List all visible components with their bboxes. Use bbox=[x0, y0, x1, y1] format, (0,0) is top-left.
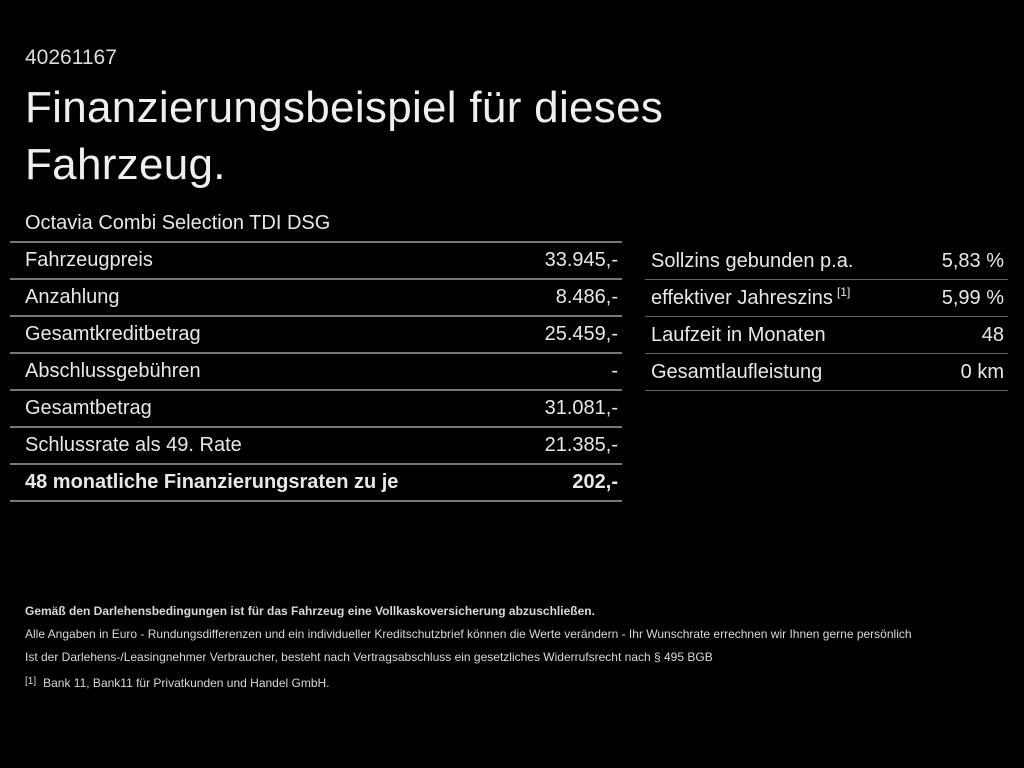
row-value: 31.081,- bbox=[544, 397, 618, 419]
insurance-note: Gemäß den Darlehensbedingungen ist für d… bbox=[25, 604, 595, 618]
row-value: 202,- bbox=[572, 471, 618, 493]
row-label: Abschlussgebühren bbox=[25, 360, 201, 382]
row-label: Anzahlung bbox=[25, 286, 120, 308]
row-label: Gesamtkreditbetrag bbox=[25, 323, 201, 345]
row-value: 21.385,- bbox=[544, 434, 618, 456]
row-label: Gesamtlaufleistung bbox=[651, 360, 823, 383]
row-label: Sollzins gebunden p.a. bbox=[651, 249, 854, 272]
table-row-gesamtkreditbetrag: Gesamtkreditbetrag 25.459,- bbox=[10, 317, 622, 354]
vehicle-model-label: Octavia Combi Selection TDI DSG bbox=[25, 212, 331, 234]
row-value: 33.945,- bbox=[544, 249, 618, 271]
row-value: 0 km bbox=[960, 360, 1004, 383]
page-title-line1: Finanzierungsbeispiel für dieses bbox=[25, 83, 664, 132]
row-value: 48 bbox=[981, 323, 1004, 346]
finance-table-right: Sollzins gebunden p.a. 5,83 % effektiver… bbox=[645, 243, 1008, 391]
row-label: Fahrzeugpreis bbox=[25, 249, 153, 271]
footnote-reference: [1] bbox=[836, 284, 851, 299]
disclaimer-line2: Ist der Darlehens-/Leasingnehmer Verbrau… bbox=[25, 650, 713, 664]
table-row-anzahlung: Anzahlung 8.486,- bbox=[10, 280, 622, 317]
table-row-effektiver-jahreszins: effektiver Jahreszins [1] 5,99 % bbox=[645, 280, 1008, 317]
row-value: 5,99 % bbox=[941, 286, 1004, 309]
table-row-sollzins: Sollzins gebunden p.a. 5,83 % bbox=[645, 243, 1008, 280]
footnote-marker: [1] bbox=[25, 676, 37, 687]
table-row-gesamtbetrag: Gesamtbetrag 31.081,- bbox=[10, 391, 622, 428]
vehicle-id: 40261167 bbox=[25, 46, 117, 69]
table-row-abschlussgebuehren: Abschlussgebühren - bbox=[10, 354, 622, 391]
row-value: 8.486,- bbox=[555, 286, 618, 308]
disclaimer-line1: Alle Angaben in Euro - Rundungsdifferenz… bbox=[25, 627, 912, 641]
row-label: Laufzeit in Monaten bbox=[651, 323, 826, 346]
page-title-line2: Fahrzeug. bbox=[25, 140, 226, 189]
row-value: 25.459,- bbox=[544, 323, 618, 345]
footnote-bank: [1] Bank 11, Bank11 für Privatkunden und … bbox=[25, 670, 912, 695]
row-label: Schlussrate als 49. Rate bbox=[25, 434, 242, 456]
row-label: effektiver Jahreszins [1] bbox=[651, 284, 851, 309]
table-row-laufzeit: Laufzeit in Monaten 48 bbox=[645, 317, 1008, 354]
table-row-schlussrate: Schlussrate als 49. Rate 21.385,- bbox=[10, 428, 622, 465]
legal-footer: Gemäß den Darlehensbedingungen ist für d… bbox=[25, 600, 912, 695]
row-value: - bbox=[611, 360, 618, 382]
table-row-fahrzeugpreis: Fahrzeugpreis 33.945,- bbox=[10, 243, 622, 280]
page-title: Finanzierungsbeispiel für dieses Fahrzeu… bbox=[25, 79, 663, 193]
table-row-gesamtlaufleistung: Gesamtlaufleistung 0 km bbox=[645, 354, 1008, 391]
row-label: 48 monatliche Finanzierungsraten zu je bbox=[25, 471, 399, 493]
footnote-text: Bank 11, Bank11 für Privatkunden und Han… bbox=[43, 676, 330, 690]
finance-table-left: Octavia Combi Selection TDI DSG Fahrzeug… bbox=[10, 206, 622, 502]
row-label: Gesamtbetrag bbox=[25, 397, 152, 419]
vehicle-model: Octavia Combi Selection TDI DSG bbox=[10, 206, 622, 243]
row-value: 5,83 % bbox=[941, 249, 1004, 272]
table-row-monatsrate: 48 monatliche Finanzierungsraten zu je 2… bbox=[10, 465, 622, 502]
